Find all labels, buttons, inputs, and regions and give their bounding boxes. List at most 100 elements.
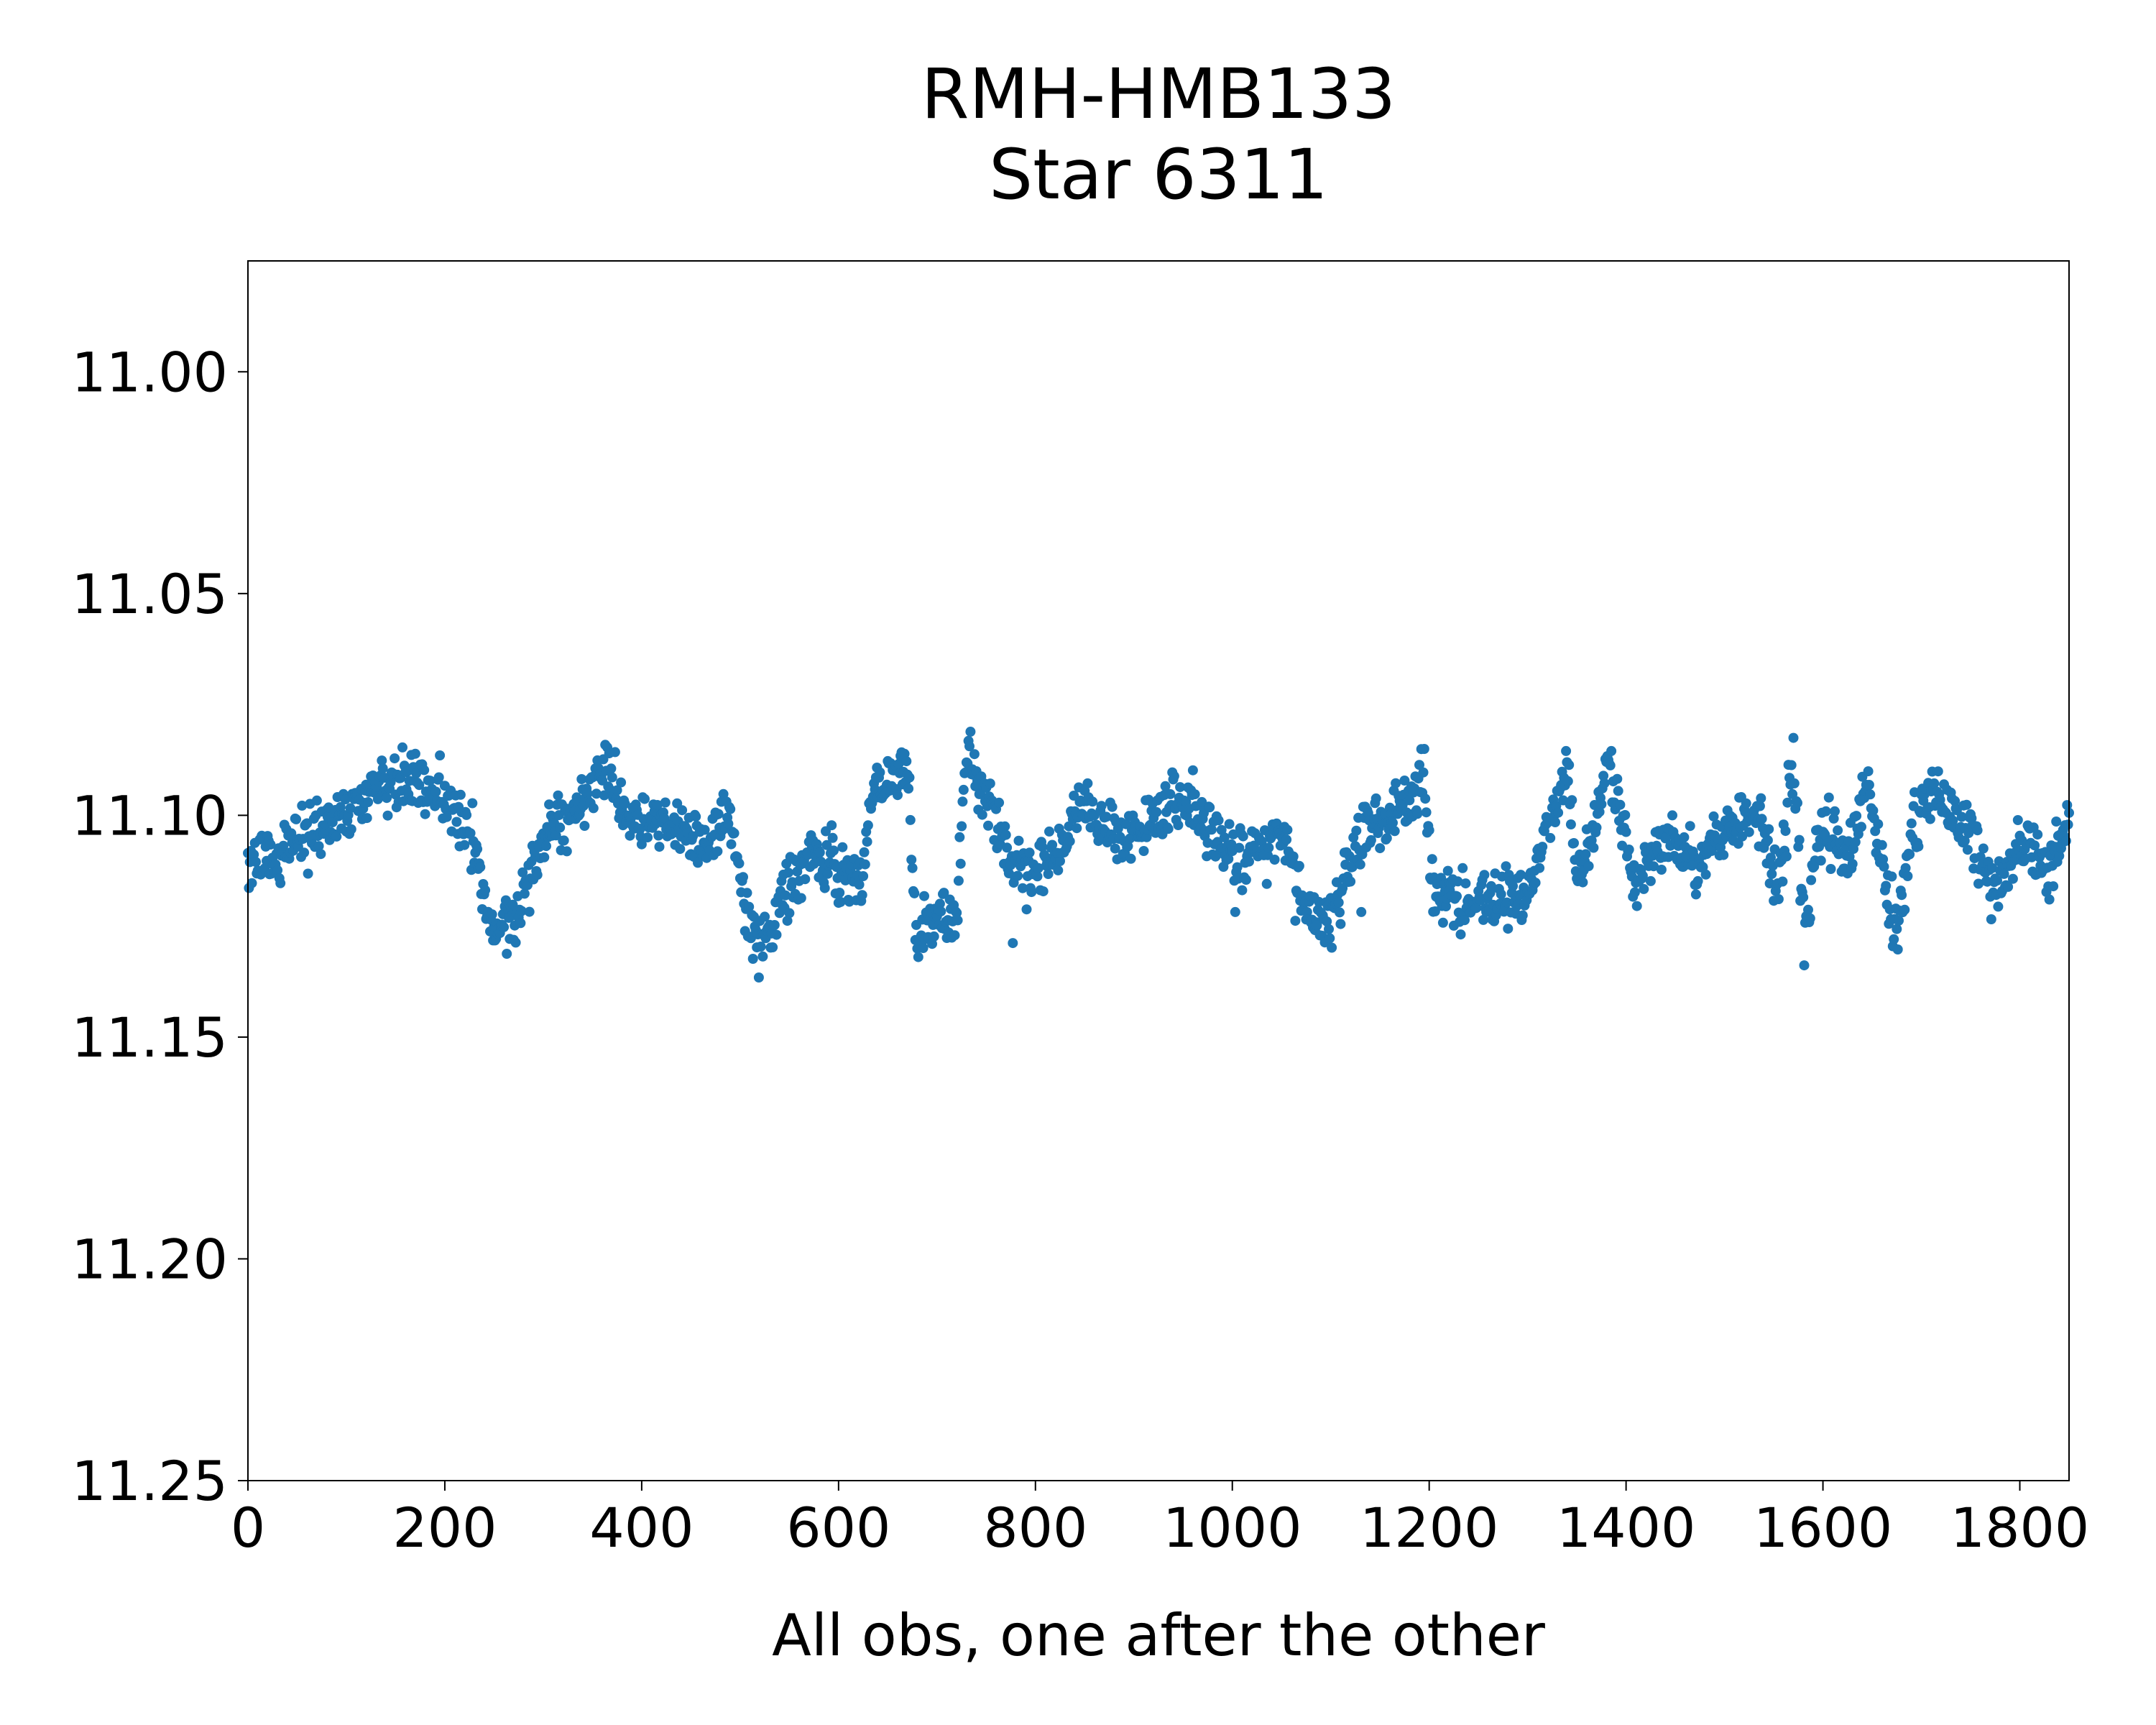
data-point xyxy=(1224,819,1235,829)
data-point xyxy=(726,839,737,850)
data-point xyxy=(1281,834,1292,845)
data-point xyxy=(742,888,752,898)
data-point xyxy=(1956,811,1967,822)
x-tick-label: 0 xyxy=(231,1496,265,1560)
data-point xyxy=(419,765,430,776)
data-point xyxy=(435,750,446,760)
data-point xyxy=(1975,852,1986,862)
data-point xyxy=(1986,914,1996,924)
data-point xyxy=(1324,924,1334,934)
data-point xyxy=(1904,849,1915,860)
data-point xyxy=(1163,824,1174,834)
data-point xyxy=(1008,938,1018,949)
data-point xyxy=(1064,836,1075,847)
data-point xyxy=(251,857,261,868)
data-point xyxy=(1213,815,1224,826)
y-tick-label: 11.15 xyxy=(71,1006,228,1070)
data-point xyxy=(544,799,555,810)
data-point xyxy=(1847,859,1858,869)
data-point xyxy=(782,916,793,926)
data-point xyxy=(524,906,535,917)
data-point xyxy=(1815,855,1826,866)
data-point xyxy=(1232,862,1243,873)
data-point xyxy=(800,874,811,885)
data-point xyxy=(738,872,748,883)
data-point xyxy=(1082,778,1093,788)
data-point xyxy=(1288,851,1299,862)
data-point xyxy=(2012,815,2023,825)
data-point xyxy=(1756,814,1767,824)
data-point xyxy=(1032,871,1043,882)
data-point xyxy=(1333,897,1344,908)
chart-subtitle: Star 6311 xyxy=(989,134,1328,215)
data-point xyxy=(816,856,826,867)
data-point xyxy=(725,804,736,814)
data-point xyxy=(769,920,780,930)
data-point xyxy=(784,908,795,919)
data-point xyxy=(1160,781,1171,791)
chart-title: RMH-HMB133 xyxy=(921,54,1396,134)
data-point xyxy=(1101,811,1112,822)
data-point xyxy=(1863,766,1874,777)
data-point xyxy=(1038,886,1049,897)
data-point xyxy=(382,793,392,804)
data-point xyxy=(1781,851,1792,862)
data-point xyxy=(303,868,313,879)
data-point xyxy=(901,756,912,767)
data-point xyxy=(1223,854,1234,864)
data-point xyxy=(654,842,665,852)
data-point xyxy=(1897,890,1907,901)
data-point xyxy=(1429,906,1440,916)
data-point xyxy=(1754,801,1765,811)
data-point xyxy=(1002,842,1013,853)
x-tick-label: 1800 xyxy=(1950,1496,2089,1560)
data-point xyxy=(361,813,372,824)
data-point xyxy=(1993,901,2004,912)
data-point xyxy=(677,805,688,816)
data-point xyxy=(1437,917,1448,928)
data-point xyxy=(1419,744,1429,754)
data-point xyxy=(1685,821,1695,832)
data-point xyxy=(433,772,444,783)
data-point xyxy=(1850,837,1861,847)
data-point xyxy=(1335,907,1345,918)
data-point xyxy=(1238,831,1248,842)
data-point xyxy=(723,819,734,829)
y-tick-label: 11.05 xyxy=(71,562,228,626)
data-point xyxy=(905,814,916,825)
data-point xyxy=(1072,823,1082,834)
data-point xyxy=(1567,795,1577,806)
data-point xyxy=(1792,798,1802,809)
data-point xyxy=(346,824,356,834)
data-point xyxy=(1399,776,1410,786)
x-tick-label: 200 xyxy=(392,1496,497,1560)
data-point xyxy=(441,811,452,822)
data-point xyxy=(1024,847,1035,858)
data-point xyxy=(579,821,590,831)
data-point xyxy=(372,794,383,804)
data-point xyxy=(1959,835,1970,846)
data-point xyxy=(591,788,602,799)
data-point xyxy=(1645,875,1656,886)
data-point xyxy=(857,890,867,901)
data-point xyxy=(1961,799,1972,810)
data-point xyxy=(313,841,324,852)
data-point xyxy=(607,772,617,783)
data-point xyxy=(1906,818,1917,829)
data-point xyxy=(642,832,653,843)
data-point xyxy=(1565,819,1576,829)
data-point xyxy=(1187,765,1198,776)
data-point xyxy=(1963,828,1974,839)
data-point xyxy=(1925,814,1935,824)
data-point xyxy=(1639,883,1649,894)
data-point xyxy=(461,809,472,820)
data-point xyxy=(814,847,825,857)
data-point xyxy=(1687,860,1697,871)
data-point xyxy=(829,845,839,856)
x-axis-ticks: 0 200 400 600 800 1000 1200 1400 1600 1800 xyxy=(231,1481,2089,1560)
data-point xyxy=(835,896,846,907)
data-point xyxy=(953,875,964,886)
data-point xyxy=(827,832,838,843)
data-point xyxy=(1138,846,1149,856)
